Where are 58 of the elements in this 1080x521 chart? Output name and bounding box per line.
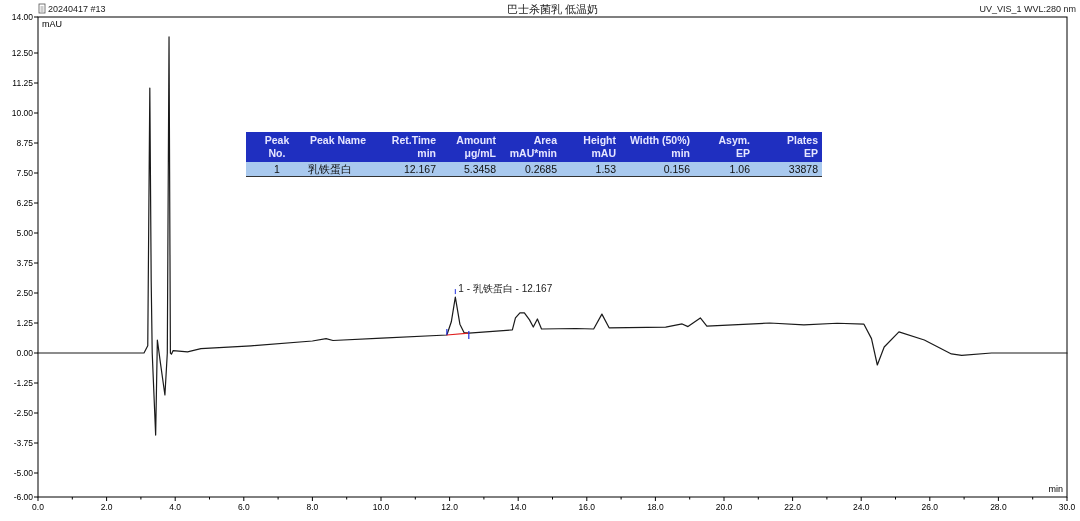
x-tick-label: 2.0 — [100, 502, 113, 512]
y-tick-label: 2.50 — [16, 288, 34, 298]
chart-title: 巴士杀菌乳 低温奶 — [506, 3, 599, 15]
annotation: 0.156 — [663, 163, 691, 175]
annotation: 1.53 — [595, 163, 617, 175]
x-tick-label: 14.0 — [509, 502, 527, 512]
annotation: Ret.Time min — [391, 134, 437, 159]
y-tick-label: -3.75 — [13, 438, 34, 448]
annotation: 1 — [274, 163, 281, 175]
y-tick-label: -6.00 — [13, 492, 34, 502]
annotation: Area mAU*min — [509, 134, 558, 159]
x-tick-label: 22.0 — [784, 502, 802, 512]
y-tick-label: -5.00 — [13, 468, 34, 478]
x-tick-label: 18.0 — [647, 502, 664, 512]
line-series — [37, 36, 1068, 436]
annotation: 12.167 — [403, 163, 437, 175]
y-tick-label: 7.50 — [16, 168, 34, 178]
y-axis-title: mAU — [42, 19, 62, 29]
x-tick-label: 30.0 — [1058, 502, 1076, 512]
x-axis-title: min — [1048, 484, 1063, 494]
text: 20240417 #13 — [48, 4, 106, 14]
y-tick-label: 11.25 — [12, 78, 34, 88]
annotation: Peak Name — [310, 134, 367, 146]
y-tick-label: 6.25 — [16, 198, 34, 208]
x-tick-label: 16.0 — [578, 502, 596, 512]
y-tick-label: 8.75 — [16, 138, 34, 148]
annotation: Plates EP — [787, 134, 819, 159]
y-tick-label: 14.00 — [11, 12, 34, 22]
annotation: 0.2685 — [524, 163, 558, 175]
text: UV_VIS_1 WVL:280 nm — [979, 4, 1076, 14]
x-tick-label: 28.0 — [990, 502, 1007, 512]
y-tick-label: 12.50 — [11, 48, 34, 58]
annotation: Height mAU — [583, 134, 617, 159]
y-tick-label: 10.00 — [11, 108, 34, 118]
x-tick-label: 24.0 — [852, 502, 870, 512]
x-tick-label: 8.0 — [306, 502, 319, 512]
annotation: 乳铁蛋白 — [308, 163, 352, 175]
x-tick-label: 6.0 — [237, 502, 250, 512]
x-tick-label: 0.0 — [32, 502, 45, 512]
y-tick-label: 1.25 — [16, 318, 34, 328]
annotation: Amount μg/mL — [456, 134, 497, 159]
x-tick-label: 4.0 — [169, 502, 182, 512]
y-tick-label: 3.75 — [16, 258, 34, 268]
annotation: 1 - 乳铁蛋白 - 12.167 — [458, 283, 553, 295]
y-tick-label: 0.00 — [16, 348, 34, 358]
y-tick-label: 5.00 — [16, 228, 34, 238]
annotation: 5.3458 — [463, 163, 497, 175]
x-tick-label: 20.0 — [715, 502, 733, 512]
x-tick-label: 10.0 — [372, 502, 390, 512]
annotation: 33878 — [788, 163, 819, 175]
x-tick-label: 12.0 — [441, 502, 459, 512]
y-tick-label: -1.25 — [13, 378, 34, 388]
annotation: Peak No. — [264, 134, 290, 159]
x-tick-label: 26.0 — [921, 502, 939, 512]
annotation: Asym. EP — [718, 134, 751, 159]
y-tick-label: -2.50 — [13, 408, 34, 418]
annotation: 1.06 — [729, 163, 751, 175]
annotation: Width (50%) min — [630, 134, 690, 159]
